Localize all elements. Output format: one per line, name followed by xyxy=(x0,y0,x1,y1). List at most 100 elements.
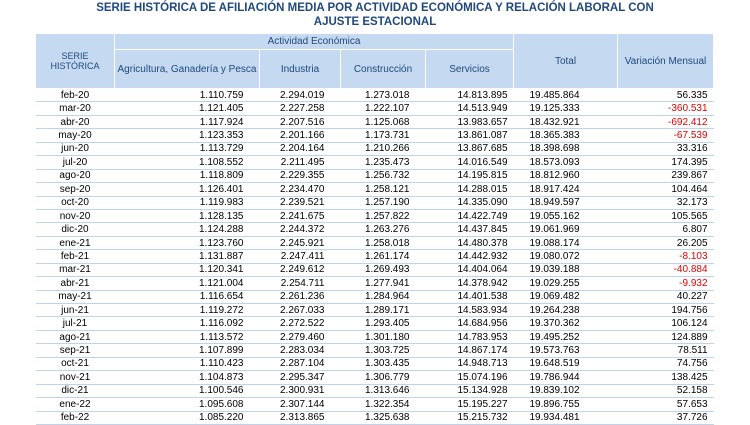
table-row: nov-21 1.104.873 2.295.347 1.306.779 15.074.… xyxy=(35,370,714,385)
cell-construccion: 1.273.018 xyxy=(340,88,426,103)
cell-industria: 2.272.522 xyxy=(259,316,341,331)
cell-construccion: 1.303.725 xyxy=(340,343,426,358)
table-row: ago-21 1.113.572 2.279.460 1.301.180 14.783.… xyxy=(35,330,714,345)
cell-construccion: 1.256.732 xyxy=(340,169,426,184)
cell-total: 19.039.188 xyxy=(513,263,618,278)
cell-period: feb-22 xyxy=(35,411,115,425)
cell-agricultura: 1.113.572 xyxy=(114,330,260,345)
cell-servicios: 14.422.749 xyxy=(425,209,514,224)
cell-agricultura: 1.104.873 xyxy=(114,370,260,385)
cell-variacion: 104.464 xyxy=(617,182,714,197)
cell-servicios: 15.215.732 xyxy=(425,411,514,425)
header-industria: Industria xyxy=(259,49,341,89)
cell-variacion: 32.173 xyxy=(617,196,714,210)
cell-construccion: 1.289.171 xyxy=(340,303,426,318)
cell-construccion: 1.269.493 xyxy=(340,263,426,278)
table-row: mar-21 1.120.341 2.249.612 1.269.493 14.404.… xyxy=(35,263,714,278)
cell-servicios: 14.195.815 xyxy=(425,169,514,184)
cell-construccion: 1.306.779 xyxy=(340,370,426,385)
cell-servicios: 14.583.934 xyxy=(425,303,514,318)
cell-servicios: 14.335.090 xyxy=(425,196,514,210)
cell-industria: 2.249.612 xyxy=(259,263,341,278)
cell-period: jun-20 xyxy=(35,142,115,157)
cell-variacion: 37.726 xyxy=(617,411,714,425)
table-row: sep-20 1.126.401 2.234.470 1.258.121 14.288.… xyxy=(35,182,714,197)
cell-total: 19.069.482 xyxy=(513,290,618,305)
header-construccion: Construcción xyxy=(340,49,426,89)
cell-construccion: 1.284.964 xyxy=(340,290,426,305)
cell-servicios: 14.401.538 xyxy=(425,290,514,305)
table-row: may-20 1.123.353 2.201.166 1.173.731 13.861.… xyxy=(35,128,714,143)
cell-industria: 2.204.164 xyxy=(259,142,341,157)
cell-industria: 2.241.675 xyxy=(259,209,341,224)
cell-industria: 2.227.258 xyxy=(259,101,341,116)
cell-industria: 2.261.236 xyxy=(259,290,341,305)
cell-servicios: 14.948.713 xyxy=(425,357,514,372)
cell-period: abr-20 xyxy=(35,115,115,130)
cell-agricultura: 1.108.552 xyxy=(114,155,260,170)
cell-servicios: 14.513.949 xyxy=(425,101,514,116)
cell-variacion: 106.124 xyxy=(617,316,714,331)
cell-variacion: 26.205 xyxy=(617,236,714,251)
cell-variacion: -9.932 xyxy=(617,276,714,291)
cell-agricultura: 1.124.288 xyxy=(114,222,260,237)
cell-industria: 2.287.104 xyxy=(259,357,341,372)
cell-period: mar-21 xyxy=(35,263,115,278)
cell-total: 18.949.597 xyxy=(513,196,618,210)
cell-variacion: 33.316 xyxy=(617,142,714,157)
cell-period: jul-21 xyxy=(35,316,115,331)
cell-construccion: 1.125.068 xyxy=(340,115,426,130)
cell-variacion: 124.889 xyxy=(617,330,714,345)
cell-total: 19.573.763 xyxy=(513,343,618,358)
table-row: nov-20 1.128.135 2.241.675 1.257.822 14.422.… xyxy=(35,209,714,224)
cell-agricultura: 1.120.341 xyxy=(114,263,260,278)
cell-total: 19.786.944 xyxy=(513,370,618,385)
cell-period: ene-21 xyxy=(35,236,115,251)
cell-industria: 2.229.355 xyxy=(259,169,341,184)
cell-total: 19.839.102 xyxy=(513,384,618,399)
cell-period: sep-21 xyxy=(35,343,115,358)
table-row: feb-22 1.085.220 2.313.865 1.325.638 15.215.… xyxy=(35,411,714,425)
cell-total: 19.934.481 xyxy=(513,411,618,425)
table-row: jul-20 1.108.552 2.211.495 1.235.473 14.016.… xyxy=(35,155,714,170)
cell-construccion: 1.261.174 xyxy=(340,249,426,264)
table-row: dic-21 1.100.546 2.300.931 1.313.646 15.134.… xyxy=(35,384,714,399)
cell-construccion: 1.263.276 xyxy=(340,222,426,237)
header-agricultura: Agricultura, Ganadería y Pesca xyxy=(114,49,260,89)
cell-period: jul-20 xyxy=(35,155,115,170)
cell-agricultura: 1.116.654 xyxy=(114,290,260,305)
cell-agricultura: 1.110.759 xyxy=(114,88,260,103)
cell-industria: 2.300.931 xyxy=(259,384,341,399)
cell-servicios: 14.016.549 xyxy=(425,155,514,170)
header-variacion: Variación Mensual xyxy=(617,33,715,89)
affiliation-table: SERIE HISTÓRICA Actividad Económica Tota… xyxy=(35,33,715,425)
page-title: SERIE HISTÓRICA DE AFILIACIÓN MEDIA POR … xyxy=(0,1,750,29)
table-row: abr-21 1.121.004 2.254.711 1.277.941 14.378.… xyxy=(35,276,714,291)
cell-construccion: 1.293.405 xyxy=(340,316,426,331)
cell-total: 19.029.255 xyxy=(513,276,618,291)
cell-variacion: -40.884 xyxy=(617,263,714,278)
cell-construccion: 1.301.180 xyxy=(340,330,426,345)
cell-agricultura: 1.118.809 xyxy=(114,169,260,184)
cell-total: 18.365.383 xyxy=(513,128,618,143)
cell-servicios: 15.074.196 xyxy=(425,370,514,385)
cell-industria: 2.207.516 xyxy=(259,115,341,130)
cell-construccion: 1.303.435 xyxy=(340,357,426,372)
cell-agricultura: 1.123.353 xyxy=(114,128,260,143)
cell-period: abr-21 xyxy=(35,276,115,291)
cell-variacion: 6.807 xyxy=(617,222,714,237)
cell-variacion: 105.565 xyxy=(617,209,714,224)
table-body: feb-20 1.110.759 2.294.019 1.273.018 14.813.… xyxy=(35,88,714,425)
cell-variacion: 239.867 xyxy=(617,169,714,184)
cell-period: may-20 xyxy=(35,128,115,143)
cell-total: 19.088.174 xyxy=(513,236,618,251)
cell-variacion: 52.158 xyxy=(617,384,714,399)
cell-servicios: 14.783.953 xyxy=(425,330,514,345)
table-row: feb-20 1.110.759 2.294.019 1.273.018 14.813.… xyxy=(35,88,714,103)
cell-period: ago-20 xyxy=(35,169,115,184)
cell-servicios: 14.867.174 xyxy=(425,343,514,358)
cell-period: dic-20 xyxy=(35,222,115,237)
cell-industria: 2.313.865 xyxy=(259,411,341,425)
cell-variacion: -67.539 xyxy=(617,128,714,143)
title-line-2: AJUSTE ESTACIONAL xyxy=(313,16,437,28)
